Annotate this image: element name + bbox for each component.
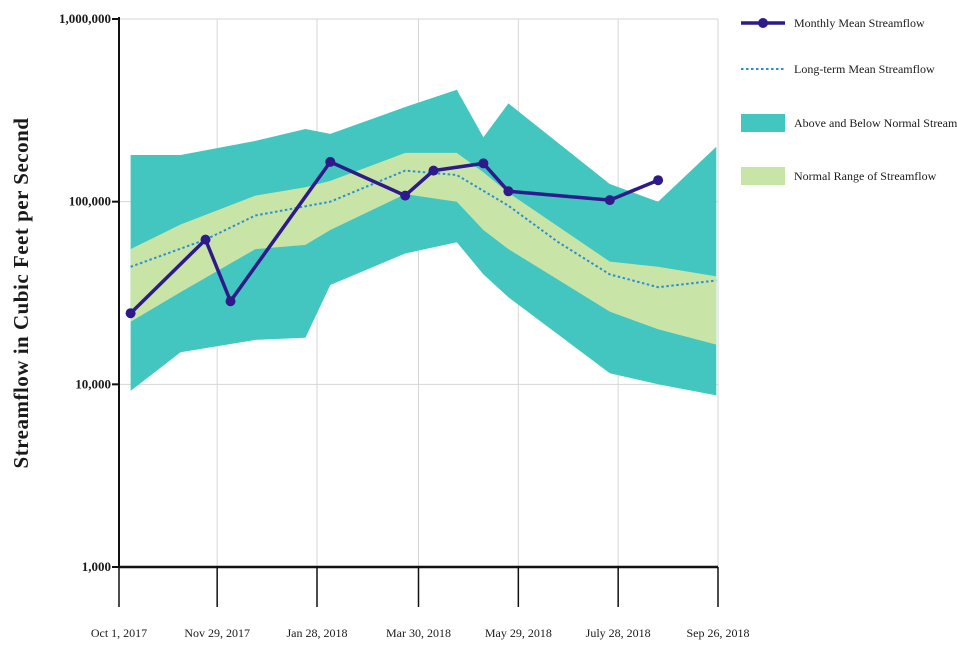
monthly-mean-point: [200, 234, 211, 245]
legend-swatch-band: [741, 114, 785, 132]
x-tick-label: Nov 29, 2017: [184, 626, 250, 640]
band-above-and-below-normal-streamflow: [130, 89, 717, 396]
legend-label: Monthly Mean Streamflow: [794, 16, 925, 30]
band-layer: [130, 89, 717, 396]
x-tick-label: May 29, 2018: [485, 626, 552, 640]
legend-swatch-marker: [758, 18, 768, 28]
x-tick-label: Mar 30, 2018: [386, 626, 451, 640]
band-normal-range-of-streamflow: [130, 152, 717, 345]
legend-item: Monthly Mean Streamflow: [741, 16, 925, 30]
x-tick-label: Oct 1, 2017: [91, 626, 147, 640]
legend-label: Normal Range of Streamflow: [794, 169, 937, 183]
x-tick-label: Sep 26, 2018: [687, 626, 750, 640]
axis-layer: [112, 17, 719, 607]
y-tick-label: 10,000: [75, 376, 111, 391]
long-term-mean-line: [130, 169, 717, 289]
x-tick-label: Jan 28, 2018: [287, 626, 348, 640]
legend-swatch-band: [741, 167, 785, 185]
monthly-mean-point: [225, 296, 236, 307]
legend-label: Above and Below Normal Streamflow: [794, 116, 957, 130]
y-axis-label: Streamflow in Cubic Feet per Second: [9, 118, 33, 469]
monthly-mean-point: [478, 158, 489, 169]
monthly-mean-point: [325, 156, 336, 167]
monthly-mean-line: [129, 160, 659, 315]
monthly-mean-point: [428, 165, 439, 176]
x-tick-label: July 28, 2018: [586, 626, 651, 640]
tick-label-layer: 1,000 10,000 100,000 1,000,000 Oct 1, 2017 No…: [59, 11, 750, 640]
y-tick-label: 100,000: [69, 194, 111, 209]
legend-label: Long-term Mean Streamflow: [794, 62, 935, 76]
monthly-mean-point: [604, 195, 615, 206]
y-tick-label: 1,000: [82, 559, 111, 574]
legend: Monthly Mean Streamflow Long-term Mean St…: [741, 16, 957, 185]
monthly-mean-point: [503, 186, 514, 197]
monthly-mean-point: [125, 308, 136, 319]
monthly-mean-point: [400, 190, 411, 201]
monthly-mean-point: [653, 175, 664, 186]
legend-item: Normal Range of Streamflow: [741, 167, 937, 185]
legend-item: Long-term Mean Streamflow: [741, 62, 935, 76]
line-layer: [125, 156, 717, 319]
legend-item: Above and Below Normal Streamflow: [741, 114, 957, 132]
y-tick-label: 1,000,000: [59, 11, 111, 26]
